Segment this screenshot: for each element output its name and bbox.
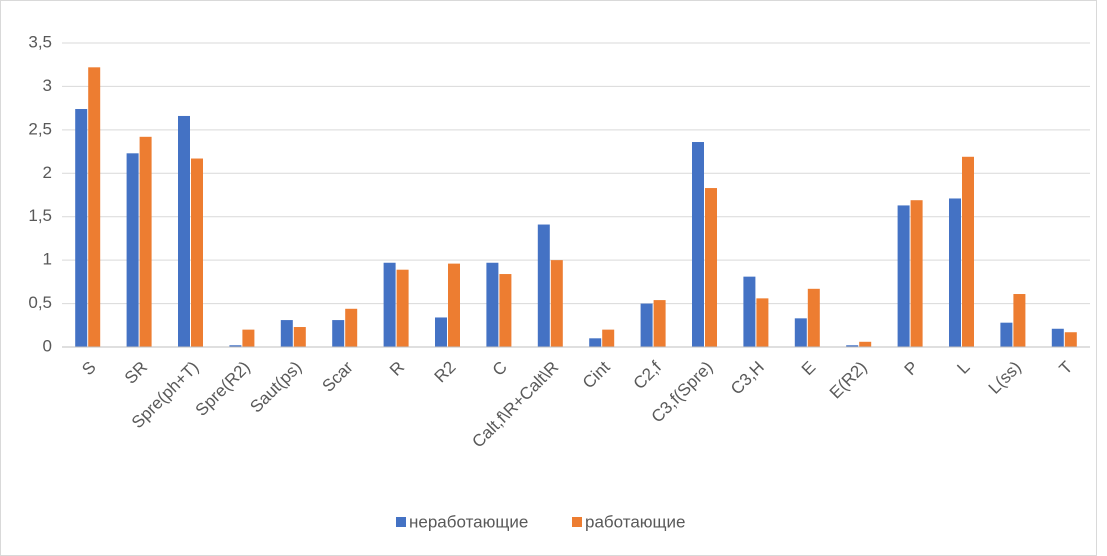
bar (1000, 322, 1013, 347)
bar (949, 198, 961, 347)
bar (126, 153, 139, 347)
bar (435, 317, 447, 347)
bar (1051, 328, 1064, 347)
bar (345, 308, 358, 347)
bar (178, 115, 190, 348)
legend-label: неработающие (409, 512, 528, 531)
y-tick-label: 0 (43, 336, 52, 355)
y-tick-label: 2,5 (28, 119, 52, 138)
bar (1013, 294, 1026, 347)
bar (486, 262, 499, 347)
bar (242, 329, 255, 347)
y-tick-label: 0,5 (28, 293, 52, 312)
bar (589, 338, 602, 347)
bar (962, 156, 974, 347)
y-tick-label: 3,5 (28, 32, 52, 51)
bar (396, 269, 409, 347)
legend-swatch (572, 517, 582, 527)
bar (75, 109, 88, 347)
bar (910, 200, 923, 347)
bar (640, 303, 653, 347)
bar (537, 224, 550, 347)
bar (332, 320, 345, 347)
bar (499, 274, 512, 347)
bar (743, 276, 756, 347)
bar (846, 345, 859, 347)
bar (448, 263, 460, 347)
y-tick-label: 1,5 (28, 206, 52, 225)
bar (807, 288, 820, 347)
bar (229, 345, 242, 347)
bar (794, 318, 807, 347)
bar (88, 67, 101, 347)
bar (897, 205, 910, 347)
bar (191, 158, 203, 347)
bar (383, 262, 396, 347)
y-tick-label: 2 (43, 163, 52, 182)
bar (602, 329, 615, 347)
bar (756, 298, 769, 347)
bar (859, 341, 872, 347)
bar (280, 320, 293, 347)
bar (705, 188, 717, 347)
bar (653, 300, 666, 347)
bar (550, 260, 563, 347)
bar (139, 136, 152, 347)
legend-swatch (396, 517, 406, 527)
bar (692, 142, 704, 347)
bar (293, 327, 306, 347)
y-tick-label: 3 (43, 76, 52, 95)
bar (1064, 332, 1077, 347)
y-tick-label: 1 (43, 250, 52, 269)
legend-label: работающие (585, 512, 685, 531)
